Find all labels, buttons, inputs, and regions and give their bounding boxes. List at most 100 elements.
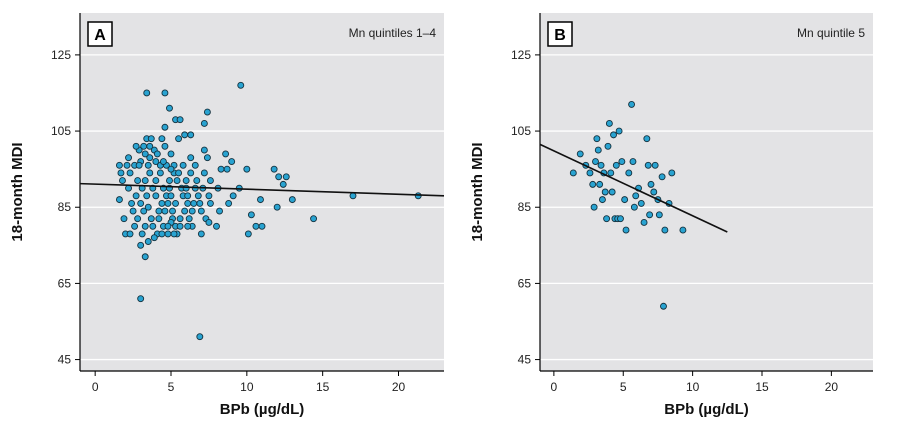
panel-a-data-point bbox=[188, 207, 196, 215]
panel-b-data-point bbox=[637, 199, 645, 207]
panel-a-data-point bbox=[187, 131, 195, 139]
panel-a-data-point bbox=[205, 219, 213, 226]
panel-a-plot-background bbox=[80, 13, 444, 371]
panel-b-data-point bbox=[610, 131, 617, 139]
panel-b-data-point bbox=[660, 302, 667, 310]
panel-b-data-point bbox=[597, 161, 605, 169]
panel-a-data-point bbox=[193, 177, 201, 185]
panel-a-data-point bbox=[141, 150, 149, 158]
panel-a-data-point bbox=[187, 169, 195, 177]
panel-a-data-point bbox=[187, 154, 195, 162]
panel-b-data-point bbox=[612, 161, 620, 169]
panel-a-data-point bbox=[222, 150, 230, 158]
panel-a-data-point bbox=[158, 135, 166, 143]
panel-a-data-point bbox=[149, 222, 157, 230]
panel-b-data-point bbox=[661, 226, 669, 234]
panel-a-data-point bbox=[152, 192, 160, 200]
panel-a-data-point bbox=[164, 199, 172, 207]
panel-a-data-point bbox=[159, 158, 167, 165]
panel-b-data-point bbox=[589, 180, 597, 188]
panel-a-data-point bbox=[166, 177, 173, 185]
panel-a-data-point bbox=[185, 215, 193, 223]
panel-a-data-point bbox=[134, 215, 142, 223]
panel-a-data-point bbox=[153, 150, 161, 158]
panel-a-data-point bbox=[166, 104, 173, 112]
panel-a-data-point bbox=[167, 150, 175, 158]
panel-a-xtick-label: 0 bbox=[92, 380, 99, 394]
panel-a-xtick-label: 10 bbox=[240, 380, 254, 394]
panel-a-data-point bbox=[175, 135, 183, 143]
panel-a-data-point bbox=[200, 146, 208, 154]
panel-a-data-point bbox=[225, 199, 233, 207]
panel-b-data-point bbox=[651, 161, 659, 169]
panel-a-points bbox=[115, 81, 422, 341]
panel-a-data-point bbox=[125, 154, 132, 162]
panel-b-data-point bbox=[590, 203, 598, 211]
panel-a-data-point bbox=[140, 207, 148, 215]
panel-a-data-point bbox=[144, 203, 152, 211]
panel-a-xtick-label: 5 bbox=[168, 380, 175, 394]
panel-b-data-point bbox=[592, 158, 599, 165]
panel-a-data-point bbox=[191, 161, 199, 169]
panel-a-data-point bbox=[217, 165, 225, 173]
panel-b-data-point bbox=[586, 169, 594, 177]
panel-a-data-point bbox=[169, 207, 176, 215]
panel-b-data-point bbox=[615, 127, 623, 135]
panel-a-data-point bbox=[182, 184, 190, 192]
panel-a-data-point bbox=[138, 230, 146, 238]
panel-b-regression-line bbox=[539, 143, 728, 233]
panel-a-data-point bbox=[119, 177, 126, 185]
panel-a: 45 65 85 105 125 0 5 10 15 20 A Mn quintiles 1–4 BPb… bbox=[9, 13, 445, 418]
panel-a-data-point bbox=[184, 199, 192, 207]
panel-a-data-point bbox=[144, 238, 152, 245]
panel-a-data-point bbox=[184, 192, 192, 200]
panel-a-data-point bbox=[137, 241, 145, 249]
panel-a-data-point bbox=[126, 230, 134, 238]
panel-b-data-point bbox=[658, 173, 666, 181]
panel-b-annotation: Mn quintile 5 bbox=[797, 26, 865, 40]
panel-b-data-point bbox=[655, 211, 663, 219]
panel-a-data-point bbox=[190, 199, 198, 207]
panel-b-data-point bbox=[605, 119, 613, 127]
panel-a-data-point bbox=[203, 154, 211, 162]
panel-a-data-point bbox=[273, 203, 281, 211]
panel-a-data-point bbox=[194, 192, 202, 200]
panel-a-ytick-label: 85 bbox=[58, 200, 72, 214]
panel-a-data-point bbox=[288, 196, 296, 204]
panel-a-data-point bbox=[147, 135, 155, 143]
panel-a-data-point bbox=[146, 154, 154, 162]
panel-a-data-point bbox=[143, 89, 151, 97]
panel-a-data-point bbox=[243, 165, 251, 173]
panel-b-data-point bbox=[569, 169, 577, 177]
panel-a-data-point bbox=[200, 169, 208, 177]
panel-b-ytick-label: 85 bbox=[518, 200, 532, 214]
panel-a-data-point bbox=[144, 161, 152, 169]
panel-a-data-point bbox=[146, 169, 154, 177]
panel-a-data-point bbox=[155, 207, 163, 215]
panel-b-points bbox=[569, 100, 687, 310]
panel-a-data-point bbox=[228, 158, 236, 165]
panel-a-data-point bbox=[181, 207, 189, 215]
panel-a-data-point bbox=[184, 222, 192, 230]
panel-a-ytick-label: 125 bbox=[51, 48, 71, 62]
panel-b-data-point bbox=[594, 146, 602, 154]
panel-a-data-point bbox=[275, 173, 283, 181]
panel-a-data-point bbox=[244, 230, 252, 238]
panel-b-x-axis-title: BPb (µg/dL) bbox=[664, 401, 748, 418]
panel-a-data-point bbox=[349, 192, 357, 200]
panel-a-data-point bbox=[216, 207, 223, 215]
panel-b-data-point bbox=[643, 135, 651, 143]
panel-a-data-point bbox=[155, 215, 163, 223]
panel-a-data-point bbox=[206, 199, 214, 207]
panel-a-annotation: Mn quintiles 1–4 bbox=[349, 26, 437, 40]
panel-a-data-point bbox=[115, 196, 123, 204]
panel-a-data-point bbox=[205, 192, 213, 200]
panel-b-data-point bbox=[576, 150, 584, 158]
panel-a-letter-box bbox=[87, 21, 113, 47]
panel-a-data-point bbox=[146, 142, 154, 150]
panel-b-data-point bbox=[607, 169, 615, 177]
panel-a-data-point bbox=[173, 177, 181, 185]
panel-a-data-point bbox=[196, 199, 204, 207]
panel-a-regression-line bbox=[79, 182, 445, 197]
panel-a-data-point bbox=[182, 177, 190, 185]
